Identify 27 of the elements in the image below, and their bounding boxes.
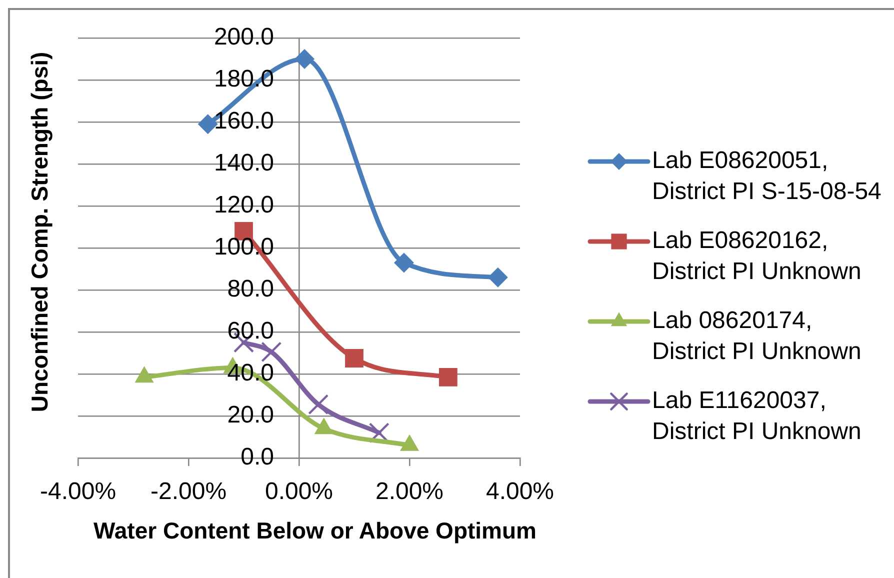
- point: [294, 49, 315, 69]
- point: [261, 342, 282, 362]
- y-tick-label: 160.0: [214, 108, 274, 135]
- legend-label: Lab E08620051, District PI S-15-08-54: [652, 147, 882, 206]
- x-tick-label: -2.00%: [150, 478, 227, 506]
- legend-label: Lab E11620037, District PI Unknown: [652, 387, 862, 446]
- x-tick-label: -4.00%: [40, 478, 116, 506]
- x-axis-title: Water Content Below or Above Optimum: [94, 517, 536, 544]
- point: [488, 267, 508, 288]
- point: [345, 349, 364, 368]
- y-tick-label: 80.0: [227, 276, 274, 303]
- legend-label: Lab E08620162, District PI Unknown: [652, 227, 862, 286]
- x-tick-label: 0.00%: [264, 478, 334, 506]
- point: [308, 394, 329, 415]
- point: [438, 368, 458, 386]
- y-tick-label: 60.0: [227, 318, 274, 345]
- point: [368, 422, 390, 444]
- point: [394, 252, 414, 273]
- legend-label: Lab 08620174, District PI Unknown: [652, 307, 862, 366]
- x-tick-label: 4.00%: [486, 478, 554, 506]
- y-tick-label: 20.0: [227, 402, 274, 429]
- y-tick-label: 140.0: [214, 150, 274, 177]
- y-axis-title: Unconfined Comp. Strength (psi): [26, 52, 52, 412]
- y-tick-label: 120.0: [214, 192, 274, 219]
- x-tick-label: 2.00%: [375, 478, 444, 506]
- y-tick-label: 0.0: [240, 444, 274, 471]
- y-tick-label: 200.0: [214, 24, 274, 51]
